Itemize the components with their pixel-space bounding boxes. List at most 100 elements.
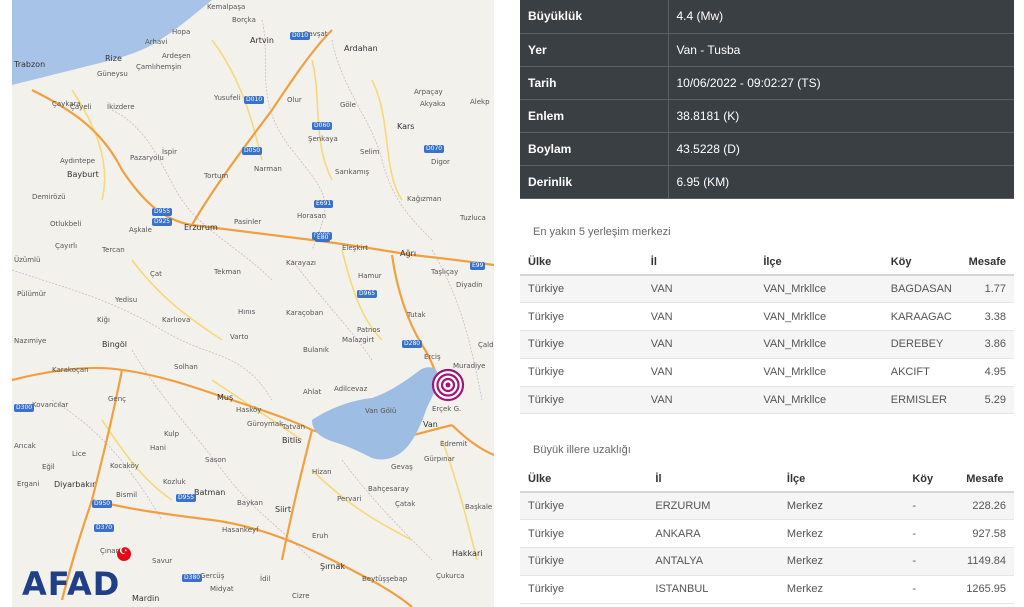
map-place-label: Tatvan [282, 423, 306, 431]
map-place-label: Muş [217, 393, 234, 402]
map-place-label: Artvin [250, 36, 274, 45]
column-header: Mesafe [958, 466, 1014, 493]
column-header: Ülke [520, 249, 643, 276]
map-place-label: Erçek G. [432, 405, 462, 413]
info-row: Derinlik 6.95 (KM) [520, 165, 1014, 199]
map-place-label: Şenkaya [308, 135, 338, 143]
table-cell: VAN_Mrkllce [755, 330, 883, 359]
nearest-settlements-table: Ülke İl İlçe Köy Mesafe Türkiye VAN VAN_Mrkllc… [520, 249, 1014, 415]
map-place-label: Bitlis [282, 436, 302, 445]
map-place-label: Erciş [424, 353, 441, 361]
epicenter-marker[interactable] [431, 368, 465, 402]
info-row: Enlem 38.8181 (K) [520, 99, 1014, 133]
map-place-label: Çatak [395, 500, 416, 508]
map-place-label: Ergani [17, 480, 40, 488]
map-place-label: Pervari [337, 495, 362, 503]
table-cell: - [904, 547, 959, 576]
road-number-tag: D955 [152, 208, 173, 216]
map-place-label: Nazımiye [14, 337, 47, 345]
table-row: Türkiye ANTALYA Merkez -1149.84 [520, 547, 1014, 576]
road-number-tag: D950 [92, 500, 113, 508]
turkish-flag-icon [117, 546, 131, 561]
map-place-label: Arıcak [14, 442, 36, 450]
table-cell: Türkiye [520, 519, 648, 549]
map-place-label: Çaldıran [478, 341, 494, 349]
map-place-label: Sarıkamış [335, 168, 370, 176]
map-place-label: Şırnak [320, 562, 346, 571]
map-place-label: Taşlıçay [431, 268, 459, 276]
map-place-label: Hizan [312, 468, 332, 476]
afad-logo-text: AFAD [22, 565, 121, 603]
map-place-label: Kozluk [163, 478, 186, 486]
map-place-label: Yusufeli [214, 94, 241, 102]
column-header: Mesafe [960, 249, 1014, 276]
info-row: Büyüklük 4.4 (Mw) [520, 0, 1014, 34]
map-place-label: Mardin [132, 594, 160, 603]
table-row: Türkiye ANKARA Merkez -927.58 [520, 519, 1014, 549]
map-place-label: Karlıova [162, 316, 191, 324]
map-place-label: Çayeli [70, 103, 92, 111]
road-number-tag: D070 [424, 145, 445, 153]
map-place-label: Solhan [174, 363, 198, 371]
table-row: Türkiye ISTANBUL Merkez -1265.95 [520, 575, 1014, 604]
table-cell: ISTANBUL [647, 575, 779, 604]
info-value: 4.4 (Mw) [668, 0, 1014, 34]
map-canvas [12, 0, 494, 607]
map-place-label: Çaykara [52, 100, 81, 108]
table-cell: KARAAGAC [882, 302, 961, 332]
table-cell: Merkez [778, 547, 905, 576]
map-place-label: Tortum [204, 172, 229, 180]
road-number-tag: D925 [152, 218, 173, 226]
table-cell: 5.29 [960, 386, 1014, 415]
road-number-tag: D050 [242, 147, 263, 155]
map-place-label: Kars [397, 122, 415, 131]
info-row: Yer Van - Tusba [520, 33, 1014, 67]
road-number-tag: D955 [176, 494, 197, 502]
map-place-label: Kulp [164, 430, 180, 438]
map-place-label: Hasköy [236, 406, 262, 414]
map-place-label: Çat [150, 270, 162, 278]
table-cell: Türkiye [520, 330, 643, 359]
column-header: Köy [882, 249, 961, 276]
map-place-label: Kemalpaşa [207, 3, 246, 11]
table-row: Türkiye VAN VAN_Mrkllce ERMISLER 5.29 [520, 386, 1014, 415]
table-cell: 1.77 [960, 275, 1014, 304]
map-place-label: Kiğı [97, 316, 110, 324]
cities-section-title: Büyük illere uzaklığı [533, 444, 631, 456]
map-place-label: Başkale [465, 503, 493, 511]
map-place-label: Pasinler [234, 218, 262, 226]
map-place-label: Trabzon [14, 60, 46, 69]
table-cell: VAN_Mrkllce [755, 302, 883, 332]
road-number-tag: E80 [315, 234, 331, 242]
info-row: Boylam 43.5228 (D) [520, 132, 1014, 166]
table-cell: VAN_Mrkllce [755, 386, 883, 415]
table-cell: 3.38 [960, 302, 1014, 332]
table-cell: BAGDASAN [882, 275, 961, 304]
map-place-label: Pazaryolu [130, 154, 164, 162]
earthquake-info-table: Büyüklük 4.4 (Mw) Yer Van - Tusba Tarih 10/06… [520, 0, 1014, 199]
map-place-label: Sason [205, 456, 227, 464]
table-row: Türkiye VAN VAN_Mrkllce BAGDASAN 1.77 [520, 275, 1014, 304]
earthquake-map[interactable]: Kemalpaşa Borçka Hopa Arhavi Artvin Şavşat Ard… [12, 0, 494, 607]
map-place-label: Hopa [172, 28, 191, 36]
map-place-label: Diyarbakır [54, 480, 96, 489]
map-place-label: Genç [108, 395, 127, 403]
map-place-label: Çınar [100, 547, 119, 555]
map-place-label: Hani [150, 444, 166, 452]
afad-logo: AFAD [22, 546, 131, 603]
map-place-label: Tutak [407, 311, 426, 319]
map-place-label: Güroymak [247, 420, 284, 428]
map-place-label: Karayazı [286, 259, 316, 267]
map-place-label: Diyadin [456, 281, 483, 289]
map-place-label: Gercüş [200, 572, 225, 580]
road-number-tag: D300 [14, 404, 35, 412]
map-place-label: Hasankeyf [222, 526, 259, 534]
map-place-label: Pülümür [17, 290, 47, 298]
map-place-label: Akyaka [420, 100, 446, 108]
table-cell: VAN_Mrkllce [755, 358, 883, 387]
map-place-label: Tekman [214, 268, 241, 276]
map-place-label: Güneysu [97, 70, 128, 78]
map-place-label: Hamur [358, 272, 382, 280]
map-place-label: Tercan [102, 246, 125, 254]
map-place-label: Bismil [116, 491, 138, 499]
